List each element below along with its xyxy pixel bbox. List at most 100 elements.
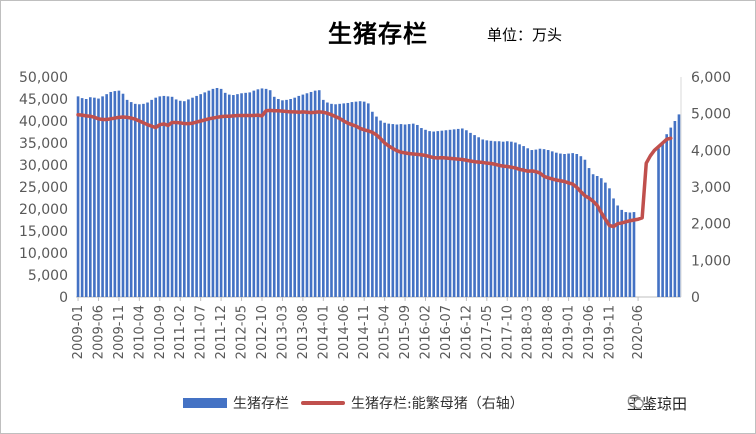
bar [407,124,411,297]
bar [317,90,321,297]
bar [162,95,166,297]
bar [665,134,668,297]
bar [456,128,460,297]
y-left-tick-label: 30,000 [19,158,68,174]
bar [538,148,542,297]
chart-title: 生猪存栏 [328,19,428,48]
bar [452,129,456,297]
bar [203,92,207,298]
bar [207,90,211,297]
bar [244,92,247,297]
bar [387,123,391,297]
bar [358,101,362,297]
bar [599,178,603,297]
x-tick-label: 2014-11 [357,305,372,359]
bar [125,99,129,297]
bar [546,150,550,297]
bar [411,123,415,297]
bar [240,93,243,297]
bar [166,96,170,297]
x-tick-label: 2011-02 [173,305,188,359]
bar [264,88,268,297]
bar [113,91,117,297]
bar [109,91,113,298]
legend: 生猪存栏 生猪存栏:能繁母猪（右轴） [183,393,524,413]
bar [93,97,96,298]
bar [84,99,88,297]
y-right-tick-label: 6,000 [691,70,731,86]
bar [481,139,485,297]
watermark-text: 玉鉴琼田 [627,395,688,413]
bar [595,176,599,297]
bar [281,100,284,297]
bar [105,94,108,297]
legend-swatch-line [301,401,345,405]
bar [505,141,509,297]
bar [272,96,276,297]
bar [612,198,615,297]
bar [440,130,444,297]
x-tick-label: 2014-01 [316,305,331,359]
bar [395,124,399,298]
x-tick-label: 2009-11 [112,305,127,359]
x-tick-label: 2013-03 [275,305,290,359]
bar [252,90,256,297]
bar [485,140,489,297]
bar [371,111,374,297]
bar [268,90,272,297]
x-tick-label: 2019-01 [562,305,577,359]
bar [297,95,301,297]
bar [473,135,476,297]
x-tick-label: 2017-10 [500,305,515,359]
bar [628,212,632,297]
bar [460,128,464,297]
bar [469,132,472,297]
y-left-tick-label: 35,000 [19,136,68,152]
bar [661,143,664,297]
bar [571,153,574,297]
x-tick-label: 2016-12 [459,305,474,359]
legend-label-bars: 生猪存栏 [233,396,289,412]
bar [669,127,673,297]
bar [489,140,493,297]
bar [567,153,570,297]
bar [305,93,309,297]
bar [399,124,403,297]
bar [326,102,329,298]
bar [591,174,595,297]
bar [354,101,358,297]
x-tick-label: 2018-03 [521,305,536,359]
bar [555,152,558,297]
bar [673,121,677,297]
bar [550,151,554,297]
bar [338,103,341,297]
sow-line [76,108,673,229]
x-tick-label: 2010-04 [132,305,147,359]
x-tick-label: 2011-07 [194,305,209,359]
bar [375,116,378,297]
bar [379,120,382,297]
bar [444,130,448,297]
bar [138,104,141,297]
bar [497,141,501,297]
bar [432,131,435,297]
bar [309,91,313,298]
bar [403,124,407,298]
bar [542,149,546,297]
x-tick-label: 2012-10 [255,305,270,359]
x-tick-label: 2019-06 [582,305,597,359]
bar [616,205,619,297]
bar [604,182,607,297]
bar [146,102,149,298]
bar [534,149,538,297]
bar [477,137,480,297]
bar [260,88,264,297]
bar [436,131,440,297]
y-left-tick-label: 15,000 [19,224,68,240]
bar [416,124,419,298]
y-left-tick-label: 45,000 [19,92,68,108]
bar [530,150,534,297]
bar [232,95,235,297]
bar [391,124,395,297]
